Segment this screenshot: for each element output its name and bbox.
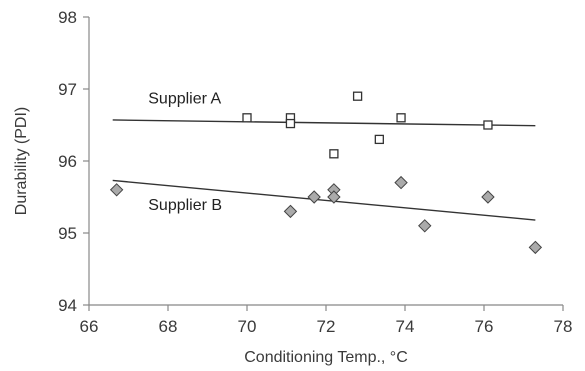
point-supplier-b — [327, 190, 341, 204]
x-tick-label: 72 — [317, 317, 336, 336]
x-tick-label: 68 — [159, 317, 178, 336]
point-supplier-a — [483, 120, 493, 130]
y-tick-label: 98 — [58, 8, 77, 27]
point-supplier-b — [394, 175, 408, 190]
labels: Supplier A Supplier B — [148, 90, 222, 214]
trendline-supplier-a — [112, 119, 536, 127]
point-supplier-b — [528, 240, 543, 255]
point-supplier-b — [418, 219, 432, 233]
point-supplier-a — [396, 113, 406, 123]
series-label-supplier-b: Supplier B — [148, 197, 222, 214]
point-supplier-a — [242, 113, 252, 123]
x-axis-title: Conditioning Temp., °C — [244, 349, 408, 366]
data-points — [109, 91, 543, 255]
x-tick-label: 70 — [238, 317, 257, 336]
point-supplier-a — [285, 118, 296, 129]
axes: 94 95 96 97 98 66 68 70 72 74 76 78 Conditioning Tem… — [13, 8, 572, 366]
y-tick-label: 97 — [58, 80, 77, 99]
y-tick-label: 95 — [58, 224, 77, 243]
point-supplier-b — [307, 190, 321, 204]
y-tick-label: 96 — [58, 152, 77, 171]
point-supplier-a — [374, 134, 384, 145]
point-supplier-b — [109, 183, 124, 197]
point-supplier-b — [283, 204, 298, 219]
point-supplier-a — [329, 149, 339, 159]
trendlines — [112, 119, 536, 221]
y-tick-label: 94 — [58, 296, 77, 315]
x-tick-label: 74 — [396, 317, 415, 336]
series-label-supplier-a: Supplier A — [148, 90, 221, 107]
trendline-supplier-b — [112, 179, 536, 221]
x-tick-label: 66 — [80, 317, 99, 336]
point-supplier-b — [481, 190, 495, 204]
x-tick-label: 78 — [554, 317, 573, 336]
point-supplier-a — [352, 91, 363, 101]
y-axis-title: Durability (PDI) — [13, 107, 30, 215]
x-tick-label: 76 — [475, 317, 494, 336]
